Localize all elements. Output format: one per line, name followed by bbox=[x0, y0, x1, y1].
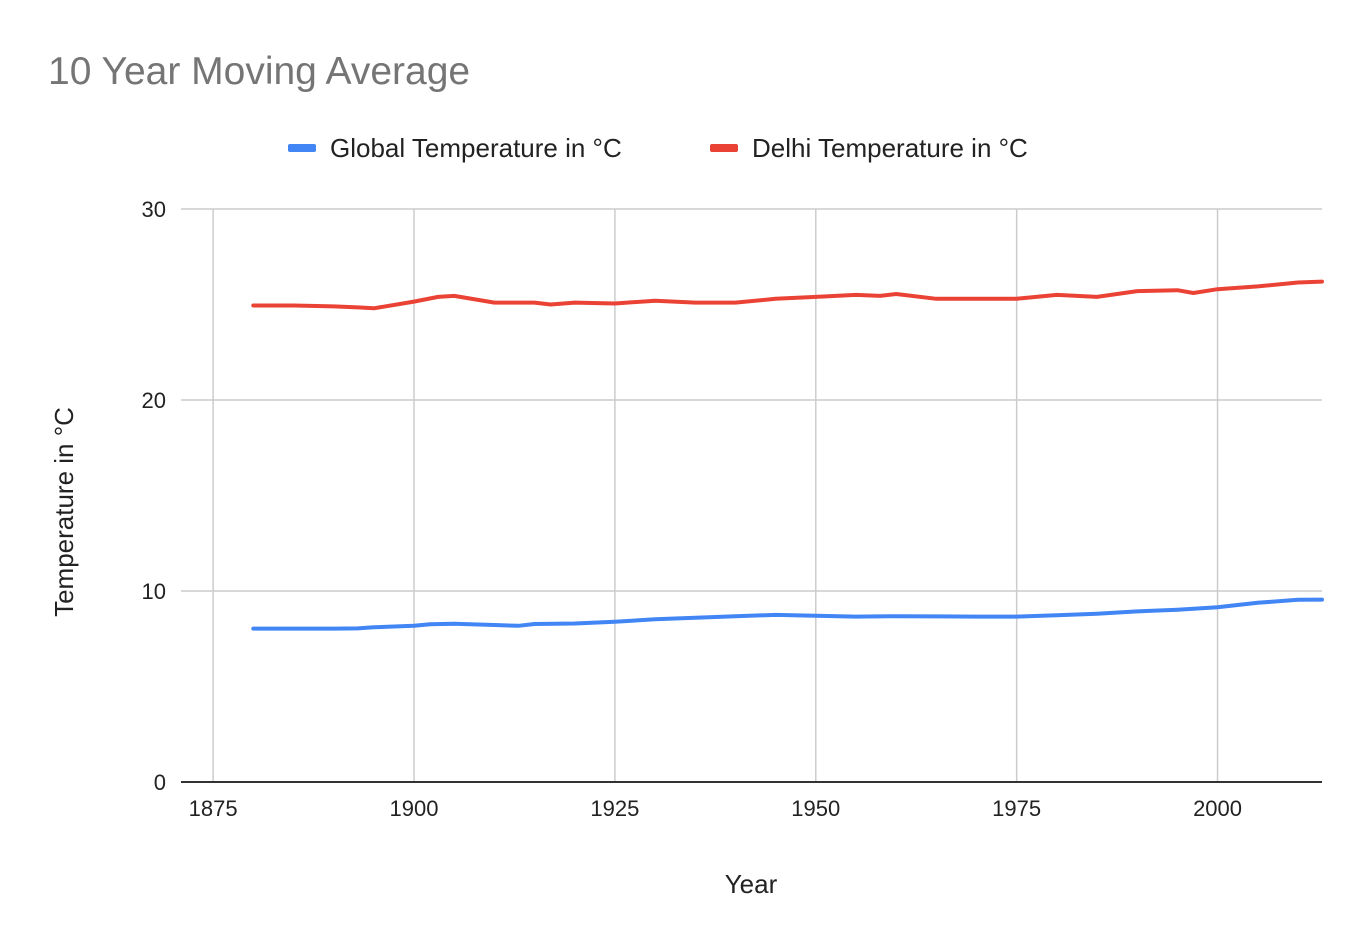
series-group bbox=[251, 279, 1324, 631]
y-tick-label: 30 bbox=[142, 197, 166, 222]
x-tick-label: 1925 bbox=[590, 796, 639, 821]
legend-swatch-global bbox=[288, 144, 316, 152]
x-tick-label: 1875 bbox=[189, 796, 238, 821]
grid bbox=[181, 208, 1322, 782]
x-tick-label: 2000 bbox=[1193, 796, 1242, 821]
x-tick-label: 1950 bbox=[791, 796, 840, 821]
x-tick-label: 1975 bbox=[992, 796, 1041, 821]
series-line-delhi bbox=[251, 279, 1324, 311]
y-tick-label: 0 bbox=[154, 770, 166, 795]
legend-label-delhi: Delhi Temperature in °C bbox=[752, 132, 1028, 163]
series-line-global bbox=[251, 597, 1324, 631]
x-tick-label: 1900 bbox=[390, 796, 439, 821]
chart-title: 10 Year Moving Average bbox=[48, 50, 471, 93]
legend-swatch-delhi bbox=[710, 144, 738, 152]
x-axis-title: Year bbox=[725, 869, 778, 899]
y-tick-label: 10 bbox=[142, 579, 166, 604]
y-axis-title: Temperature in °C bbox=[49, 407, 79, 617]
legend-item-global: Global Temperature in °C bbox=[288, 128, 622, 168]
y-tick-label: 20 bbox=[142, 388, 166, 413]
tick-labels: 0 10 20 30 1875 1900 1925 1950 1975 2000 bbox=[142, 197, 1243, 821]
legend-item-delhi: Delhi Temperature in °C bbox=[710, 128, 1028, 168]
legend-label-global: Global Temperature in °C bbox=[330, 132, 622, 163]
legend: Global Temperature in °C Delhi Temperatu… bbox=[0, 128, 1369, 168]
